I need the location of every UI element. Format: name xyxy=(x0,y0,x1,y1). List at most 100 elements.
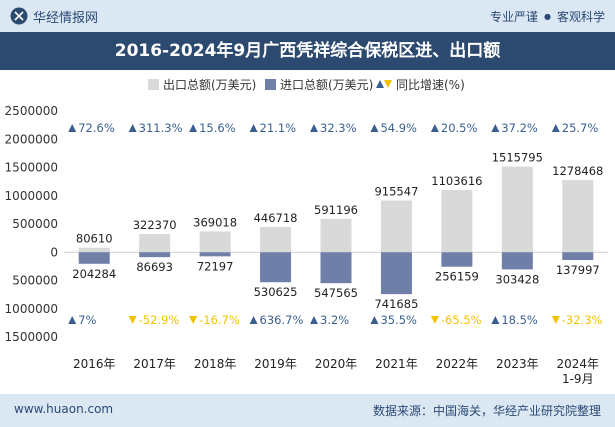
export-bar xyxy=(320,218,352,253)
legend-import-swatch xyxy=(265,79,276,90)
chart-title: 2016-2024年9月广西凭祥综合保税区进、出口额 xyxy=(114,41,501,61)
export-value-label: 1103616 xyxy=(431,174,482,188)
x-tick-label: 1-9月 xyxy=(562,372,594,386)
growth-up-icon xyxy=(249,124,258,132)
export-value-label: 1278468 xyxy=(552,164,603,178)
growth-down-icon xyxy=(430,316,439,324)
x-tick-label: 2020年 xyxy=(315,357,358,371)
export-growth-label: 311.3% xyxy=(139,121,183,135)
y-tick-label: 2500000 xyxy=(5,104,58,118)
growth-down-icon xyxy=(128,316,137,324)
export-growth-label: 25.7% xyxy=(562,121,599,135)
footer-source: 数据来源：中国海关，华经产业研究院整理 xyxy=(372,404,601,418)
growth-up-icon xyxy=(189,124,198,132)
import-bar xyxy=(501,252,533,270)
import-growth-label: -16.7% xyxy=(199,313,240,327)
growth-up-icon xyxy=(310,124,318,132)
export-growth-label: 20.5% xyxy=(441,121,478,135)
import-bar xyxy=(78,252,110,264)
growth-up-icon xyxy=(491,316,500,324)
import-value-label: 530625 xyxy=(254,285,298,299)
tag-professional: 专业严谨 xyxy=(489,10,538,24)
export-bar xyxy=(380,200,412,253)
y-tick-label: 1000000 xyxy=(5,189,58,203)
export-value-label: 80610 xyxy=(76,232,113,246)
import-growth-label: -65.5% xyxy=(441,313,482,327)
legend-growth-down-icon xyxy=(384,80,392,88)
import-bar xyxy=(562,252,594,261)
y-tick-label: 2000000 xyxy=(5,132,58,146)
export-value-label: 591196 xyxy=(314,203,358,217)
export-bar xyxy=(199,231,231,253)
export-value-label: 369018 xyxy=(193,215,237,229)
bar-chart: 出口总额(万美元) 进口总额(万美元) 同比增速(%) 2500000 2000000 1… xyxy=(5,78,608,386)
export-bar xyxy=(260,227,292,253)
export-bar xyxy=(562,180,594,253)
import-value-label: 72197 xyxy=(197,259,234,273)
export-growth-label: 32.3% xyxy=(320,121,357,135)
import-value-label: 303428 xyxy=(495,272,539,286)
growth-up-icon xyxy=(370,316,379,324)
import-bar xyxy=(199,252,231,257)
growth-up-icon xyxy=(68,316,77,324)
x-tick-label: 2022年 xyxy=(436,357,479,371)
import-bar xyxy=(441,252,473,267)
x-tick-label: 2019年 xyxy=(254,357,297,371)
export-growth-label: 72.6% xyxy=(78,121,115,135)
export-value-label: 915547 xyxy=(374,185,418,199)
growth-up-icon xyxy=(249,316,258,324)
export-value-label: 322370 xyxy=(133,218,177,232)
growth-up-icon xyxy=(551,124,560,132)
import-growth-label: 636.7% xyxy=(260,313,304,327)
export-bar xyxy=(441,189,473,253)
growth-up-icon xyxy=(491,124,500,132)
import-growth-label: 3.2% xyxy=(320,313,349,327)
growth-up-icon xyxy=(310,316,318,324)
export-growth-label: 21.1% xyxy=(260,121,297,135)
import-value-label: 86693 xyxy=(136,260,173,274)
y-tick-label: 1000000 xyxy=(5,302,58,316)
tag-separator: ● xyxy=(544,12,551,21)
import-value-label: 547565 xyxy=(314,286,358,300)
import-value-label: 204284 xyxy=(72,267,116,281)
import-growth-label: -32.3% xyxy=(562,313,603,327)
title-bar: 2016-2024年9月广西凭祥综合保税区进、出口额 xyxy=(0,32,615,70)
site-name: 华经情报网 xyxy=(33,10,99,26)
x-tick-label: 2024年 xyxy=(557,357,600,371)
top-header-bar: 华经情报网 专业严谨 ● 客观科学 xyxy=(0,0,615,32)
import-growth-label: 18.5% xyxy=(501,313,538,327)
import-bar xyxy=(260,252,292,283)
brand[interactable]: 华经情报网 xyxy=(10,7,99,26)
export-bar xyxy=(501,166,533,253)
y-tick-label: 1500000 xyxy=(5,330,58,344)
x-tick-label: 2017年 xyxy=(133,357,176,371)
import-value-label: 741685 xyxy=(374,297,418,311)
import-growth-label: 35.5% xyxy=(380,313,417,327)
export-growth-label: 15.6% xyxy=(199,121,236,135)
export-bar xyxy=(78,247,110,253)
tag-objective: 客观科学 xyxy=(556,10,605,24)
x-tick-label: 2018年 xyxy=(194,357,237,371)
legend-export-label: 出口总额(万美元) xyxy=(163,78,256,92)
y-tick-label: 1500000 xyxy=(5,161,58,175)
y-tick-label: 0 xyxy=(50,245,58,259)
import-growth-label: 7% xyxy=(78,313,96,327)
x-tick-label: 2016年 xyxy=(73,357,116,371)
legend-growth-up-icon xyxy=(376,80,384,88)
growth-up-icon xyxy=(68,124,77,132)
huajing-logo-icon xyxy=(10,7,28,25)
import-bar xyxy=(380,252,412,295)
export-value-label: 1515795 xyxy=(492,151,543,165)
import-value-label: 137997 xyxy=(556,263,600,277)
footer-bar: www.huaon.com 数据来源：中国海关，华经产业研究院整理 xyxy=(0,394,615,427)
export-growth-label: 54.9% xyxy=(380,121,417,135)
legend-import-label: 进口总额(万美元) xyxy=(280,78,373,92)
export-bar xyxy=(139,234,171,253)
x-tick-label: 2023年 xyxy=(496,357,539,371)
legend-export-swatch xyxy=(148,79,159,90)
import-bar xyxy=(139,252,171,258)
x-tick-label: 2021年 xyxy=(375,357,418,371)
footer-url[interactable]: www.huaon.com xyxy=(14,402,114,416)
export-value-label: 446718 xyxy=(254,211,298,225)
import-value-label: 256159 xyxy=(435,270,479,284)
